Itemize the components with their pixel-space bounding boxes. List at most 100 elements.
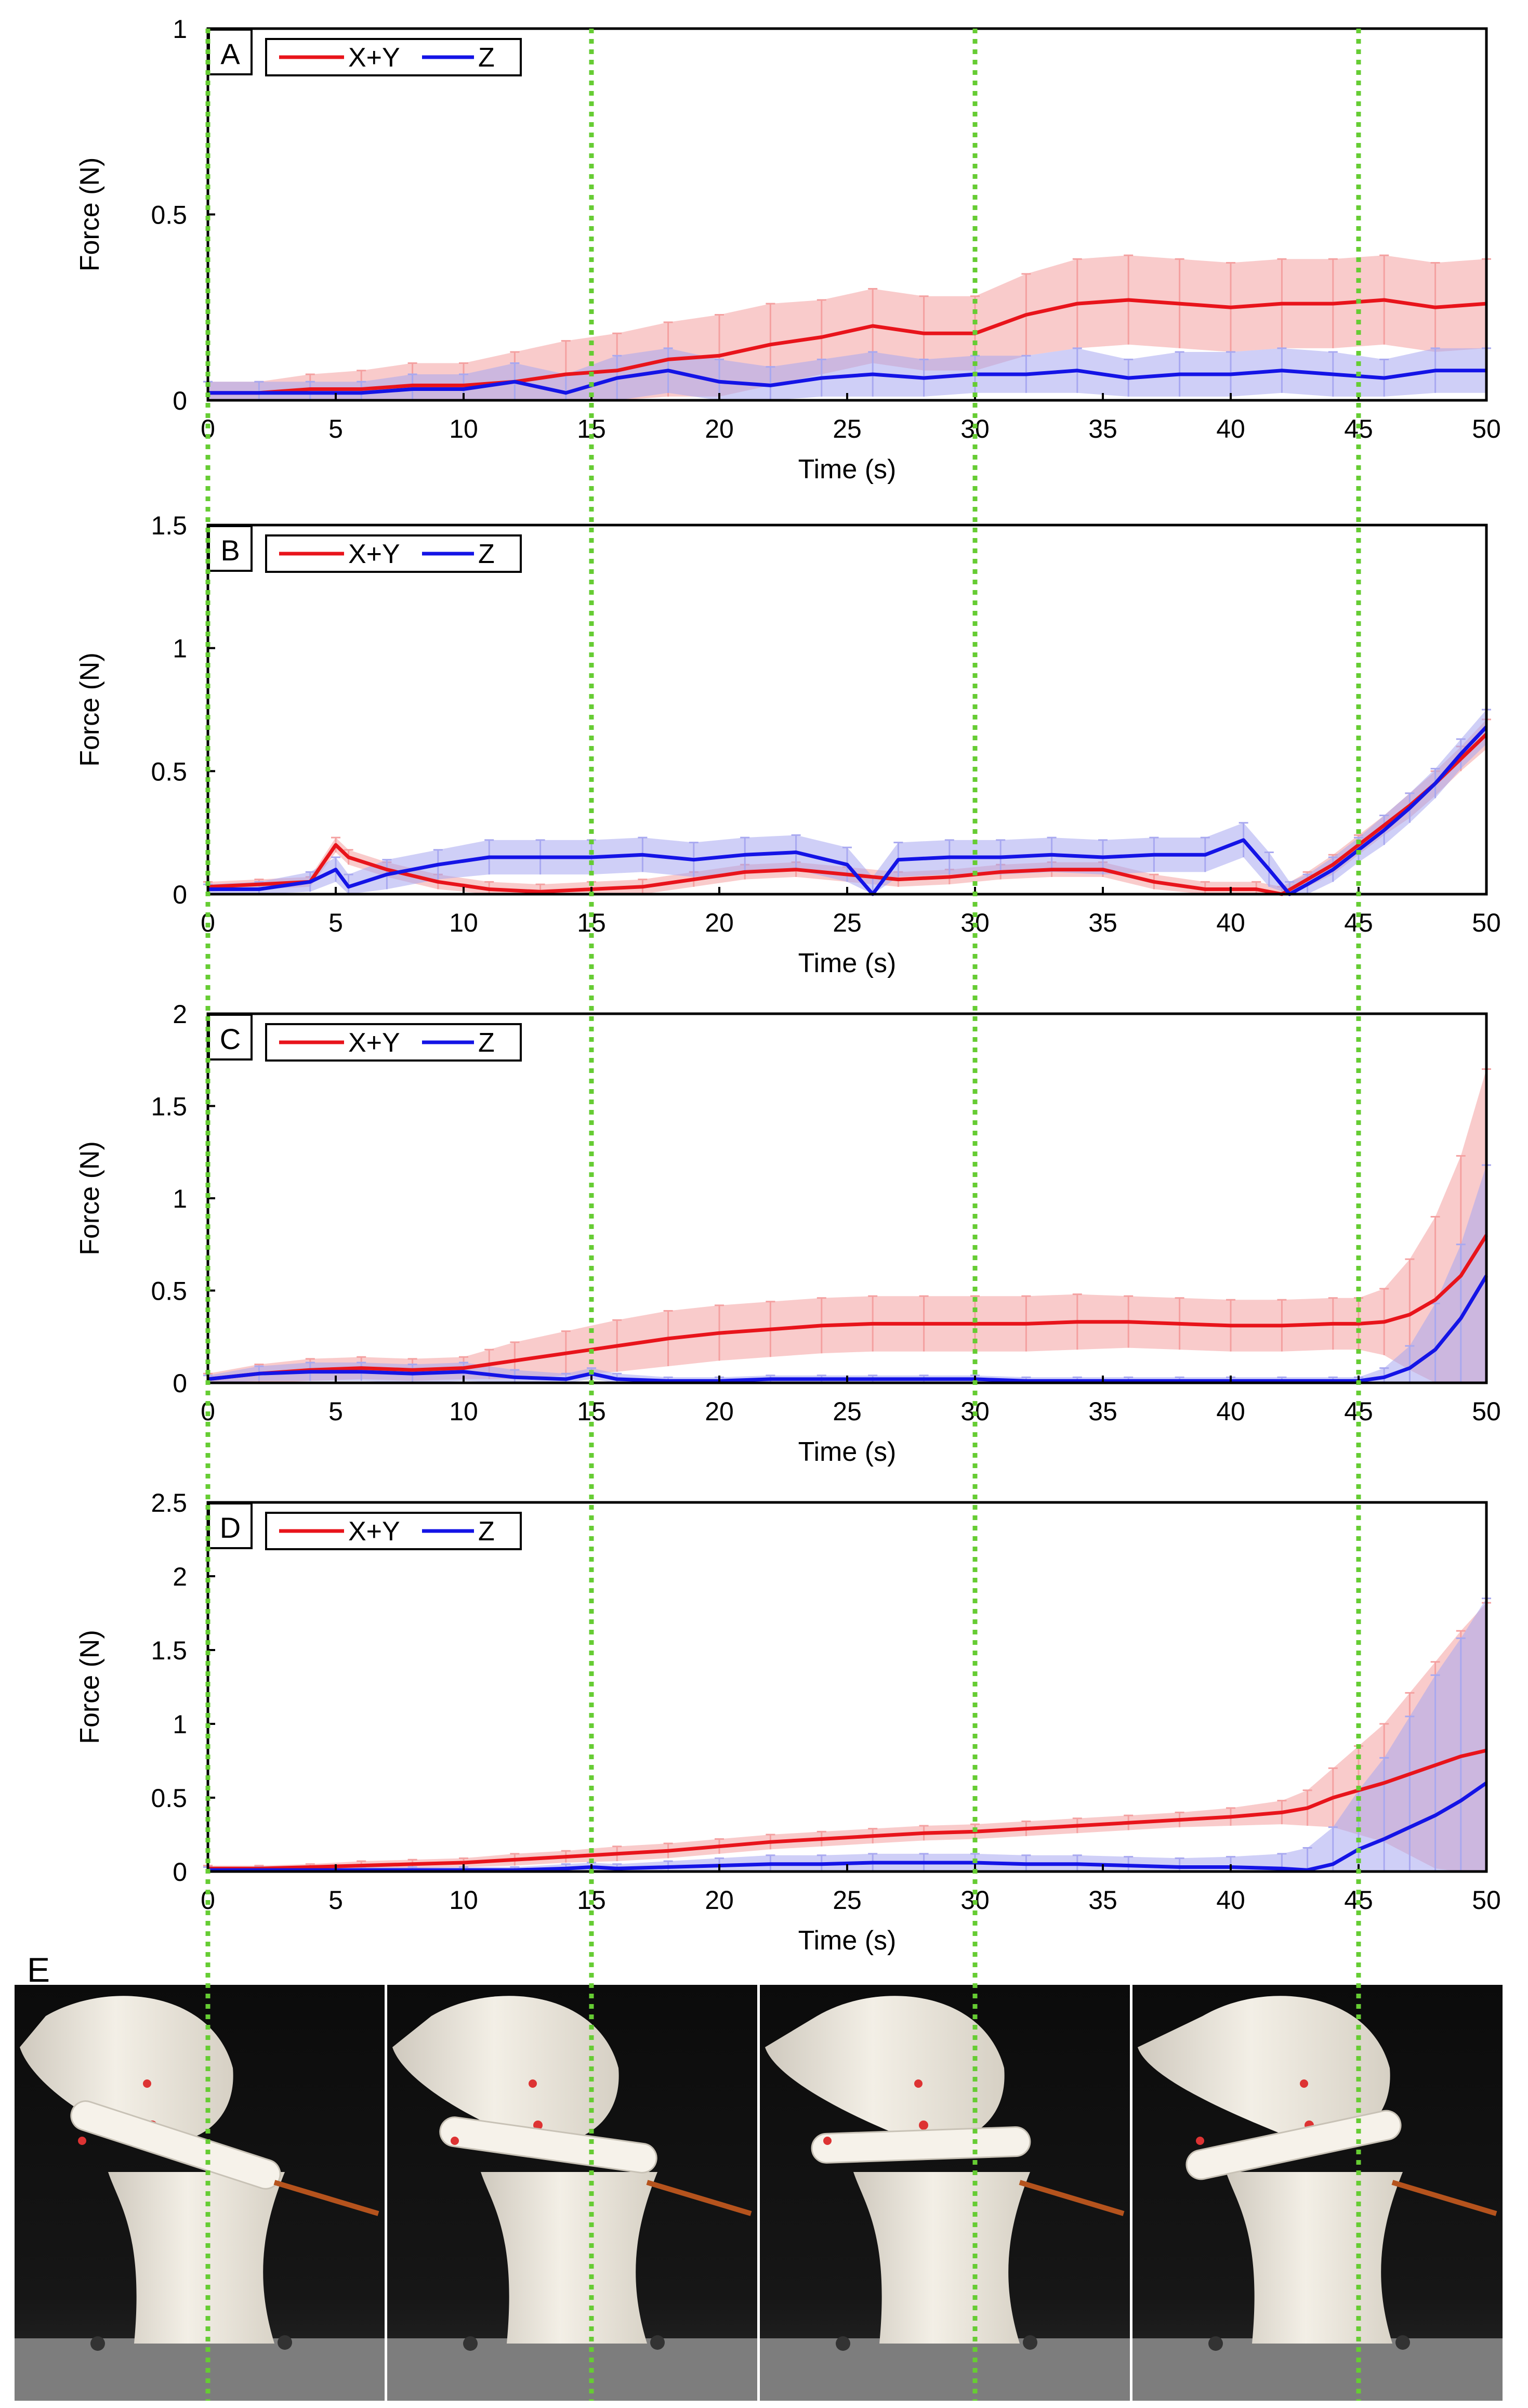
panel-label: B	[220, 534, 240, 567]
photo-frame	[15, 1985, 385, 2401]
x-tick-label: 40	[1216, 908, 1245, 937]
y-axis-label: Force (N)	[75, 1141, 105, 1255]
patella-rod	[70, 2100, 281, 2190]
legend-label-xy: X+Y	[348, 1516, 400, 1547]
y-tick-label: 0	[173, 1369, 187, 1398]
x-axis-label: Time (s)	[798, 1437, 897, 1467]
y-tick-label: 0	[173, 386, 187, 415]
x-tick-label: 15	[577, 414, 606, 443]
legend-label-xy: X+Y	[348, 1028, 400, 1058]
x-axis-label: Time (s)	[798, 1926, 897, 1956]
y-tick-label: 1.5	[151, 1636, 187, 1665]
x-axis-label: Time (s)	[798, 454, 897, 485]
marker-dot	[143, 2079, 151, 2088]
y-tick-label: 1	[173, 1184, 187, 1213]
error-band-xy	[208, 1069, 1486, 1383]
y-tick-label: 2	[173, 1000, 187, 1029]
x-tick-label: 5	[328, 1397, 343, 1426]
tendon-cable	[273, 2180, 379, 2216]
legend-label-z: Z	[478, 539, 495, 569]
marker-dot	[533, 2121, 543, 2130]
panel-label-box	[208, 525, 253, 572]
x-tick-label: 35	[1088, 1397, 1117, 1426]
x-tick-label: 0	[201, 414, 215, 443]
x-tick-label: 20	[705, 1886, 734, 1915]
x-tick-label: 40	[1216, 414, 1245, 443]
marker-dot	[451, 2137, 459, 2145]
x-tick-label: 25	[833, 1886, 862, 1915]
x-tick-label: 45	[1344, 414, 1373, 443]
series-line-xy	[208, 298, 1487, 395]
x-tick-label: 50	[1472, 1886, 1501, 1915]
y-tick-label: 1.5	[151, 1092, 187, 1121]
legend-label-xy: X+Y	[348, 43, 400, 73]
screw-head	[278, 2335, 292, 2350]
base-plate	[1132, 2338, 1503, 2401]
x-tick-label: 10	[449, 1397, 478, 1426]
screw-head	[1208, 2336, 1223, 2351]
x-tick-label: 40	[1216, 1397, 1245, 1426]
x-tick-label: 35	[1088, 414, 1117, 443]
x-tick-label: 30	[960, 414, 990, 443]
marker-dot	[1196, 2137, 1204, 2145]
y-tick-label: 2	[173, 1562, 187, 1591]
x-tick-label: 5	[328, 908, 343, 937]
legend-label-xy: X+Y	[348, 539, 400, 569]
patella-rod	[439, 2116, 657, 2174]
marker-dot	[78, 2137, 86, 2145]
error-band-z	[208, 348, 1486, 400]
photo-strip	[15, 1985, 1503, 2401]
legend-label-z: Z	[478, 1516, 495, 1547]
femur-bone	[20, 1996, 233, 2143]
y-tick-label: 1.5	[151, 511, 187, 540]
y-tick-label: 0.5	[151, 201, 187, 230]
y-axis-label: Force (N)	[75, 158, 105, 272]
screw-head	[836, 2336, 850, 2351]
screw-head	[1395, 2335, 1410, 2350]
legend-label-z: Z	[478, 1028, 495, 1058]
panel-label: C	[220, 1023, 241, 1055]
time-marker-lines	[205, 29, 1361, 2401]
series-line-xy	[207, 1234, 1488, 1381]
screw-head	[463, 2336, 478, 2351]
panel-label: D	[220, 1511, 241, 1544]
panel-label-e: E	[27, 1951, 50, 1989]
patella-rod	[1185, 2110, 1402, 2180]
femur-bone	[392, 1996, 619, 2143]
tendon-cable	[646, 2180, 752, 2216]
error-band-xy	[208, 1603, 1486, 1872]
legend: X+Y Z	[265, 38, 522, 76]
x-tick-label: 35	[1088, 908, 1117, 937]
x-tick-label: 5	[328, 414, 343, 443]
y-tick-label: 0.5	[151, 1277, 187, 1306]
series-line-z	[208, 725, 1488, 896]
legend: X+Y Z	[265, 1023, 522, 1062]
legend: X+Y Z	[265, 1512, 522, 1550]
marker-dot	[919, 2121, 928, 2130]
series-line-xy	[208, 1748, 1487, 1870]
x-tick-label: 35	[1088, 1886, 1117, 1915]
x-tick-label: 40	[1216, 1886, 1245, 1915]
x-tick-label: 20	[705, 414, 734, 443]
x-tick-label: 50	[1472, 414, 1501, 443]
panel-label: A	[220, 37, 240, 70]
x-tick-label: 25	[833, 414, 862, 443]
error-band-xy	[208, 255, 1486, 400]
plot-frame	[206, 524, 1488, 896]
tendon-cable	[1019, 2180, 1125, 2216]
femur-bone	[1138, 1996, 1390, 2143]
tibia-bone	[481, 2172, 657, 2344]
tibia-bone	[108, 2172, 285, 2344]
x-tick-label: 20	[705, 1397, 734, 1426]
photo-frame	[387, 1985, 757, 2401]
y-axis-label: Force (N)	[75, 1630, 105, 1744]
x-tick-label: 20	[705, 908, 734, 937]
y-tick-label: 0	[173, 880, 187, 909]
y-tick-label: 0.5	[151, 757, 187, 786]
base-plate	[387, 2338, 757, 2401]
panel-label-box	[208, 1502, 253, 1549]
y-tick-label: 1	[173, 15, 187, 44]
